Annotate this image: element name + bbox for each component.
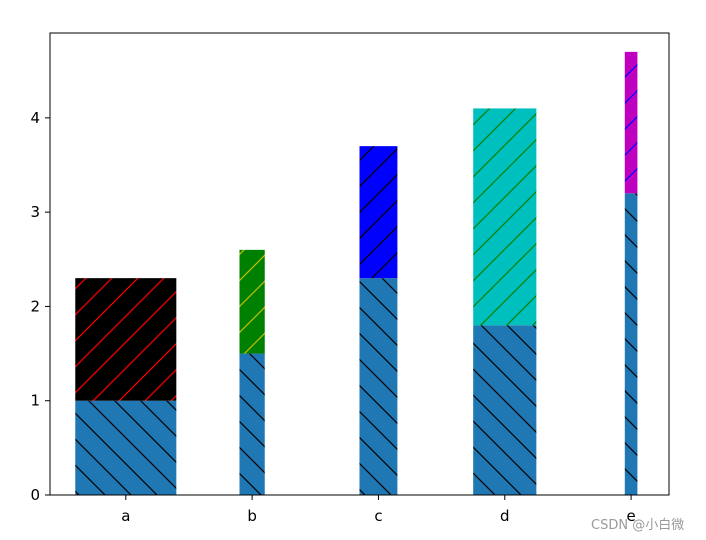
bar-series1-e xyxy=(624,193,638,496)
bar-series1-a xyxy=(75,400,177,495)
bar-series1-b xyxy=(239,353,265,495)
bar-series2-b xyxy=(239,249,265,354)
y-tick-label-2: 2 xyxy=(30,297,40,315)
bar-series2-a xyxy=(75,278,177,401)
watermark: CSDN @小白微 xyxy=(591,518,685,533)
bar-series2-d xyxy=(473,108,537,326)
x-tick-label-b: b xyxy=(247,507,257,525)
y-tick-label-0: 0 xyxy=(30,486,40,504)
bar-series2-e xyxy=(624,51,638,194)
x-tick-label-c: c xyxy=(374,507,382,525)
y-axis: 0 1 2 3 4 xyxy=(30,109,50,504)
bar-series2-c xyxy=(359,146,398,279)
plot-frame xyxy=(49,32,670,496)
x-tick-label-e: e xyxy=(626,507,635,525)
bar-series1-c xyxy=(359,278,398,495)
bar-series1-d xyxy=(473,325,537,495)
x-tick-label-d: d xyxy=(500,507,510,525)
y-tick-label-4: 4 xyxy=(30,109,40,127)
x-tick-label-a: a xyxy=(121,507,130,525)
x-axis: a b c d e xyxy=(121,495,636,525)
y-tick-label-3: 3 xyxy=(30,203,40,221)
bars-group xyxy=(75,51,638,496)
y-tick-label-1: 1 xyxy=(30,392,40,410)
